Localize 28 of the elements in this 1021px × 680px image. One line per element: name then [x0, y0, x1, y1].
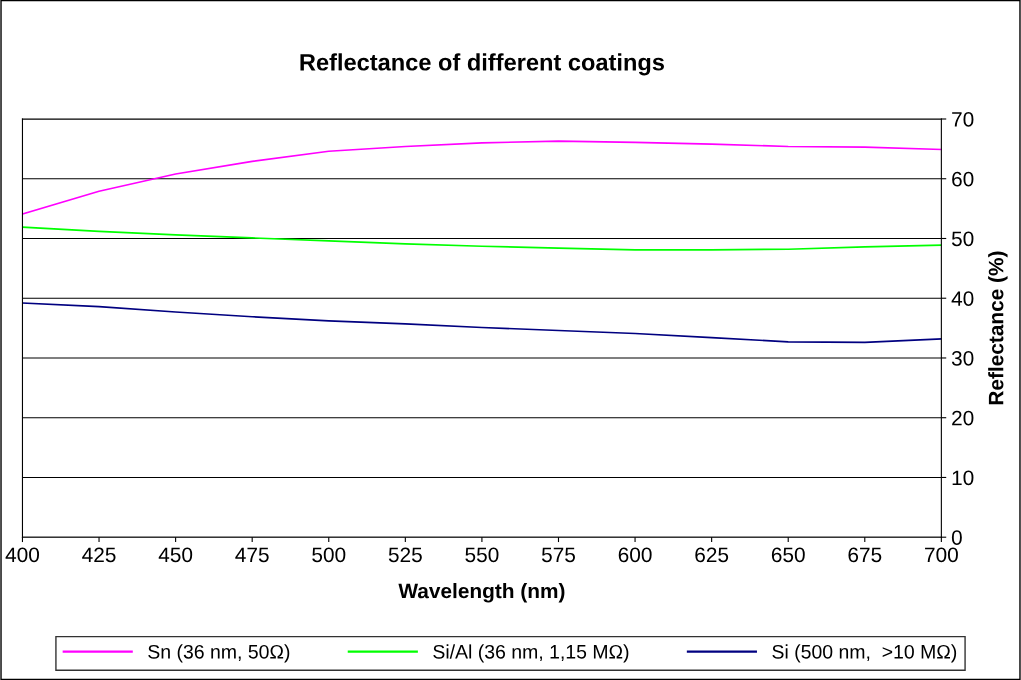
y-tick-label: 40 [951, 291, 974, 306]
x-tick-label: 475 [235, 547, 269, 563]
y-tick-label: 60 [952, 171, 974, 187]
line-series [22, 302, 942, 344]
chart-title: Reflectance of different coatings [300, 53, 664, 76]
x-tick-label: 550 [465, 547, 499, 563]
y-axis-title: Reflectance (%) [988, 251, 1008, 405]
legend-label: Sn (36 nm, 50Ω) [148, 644, 290, 663]
y-tick-label: 50 [951, 231, 974, 247]
y-tick-label: 30 [951, 350, 974, 366]
x-tick-label: 575 [541, 547, 575, 563]
x-tick-label: 625 [695, 547, 729, 563]
x-tick-label: 500 [312, 547, 346, 563]
x-tick-label: 600 [618, 547, 652, 563]
legend-label: Si (500 nm, >10 MΩ) [772, 644, 957, 663]
x-tick-label: 425 [82, 547, 116, 563]
x-tick-label: 700 [925, 547, 958, 563]
y-tick-label: 0 [951, 530, 962, 545]
legend-label: Si/Al (36 nm, 1,15 MΩ) [433, 644, 629, 663]
x-tick-label: 525 [388, 547, 422, 563]
x-tick-label: 400 [5, 547, 40, 563]
y-tick-label: 10 [952, 470, 974, 486]
y-tick-label: 20 [952, 410, 974, 426]
x-tick-label: 675 [848, 547, 882, 563]
x-axis-title: Wavelength (nm) [398, 583, 565, 603]
x-tick-label: 650 [771, 547, 805, 563]
y-tick-label: 70 [952, 112, 974, 127]
x-tick-label: 450 [158, 547, 193, 563]
